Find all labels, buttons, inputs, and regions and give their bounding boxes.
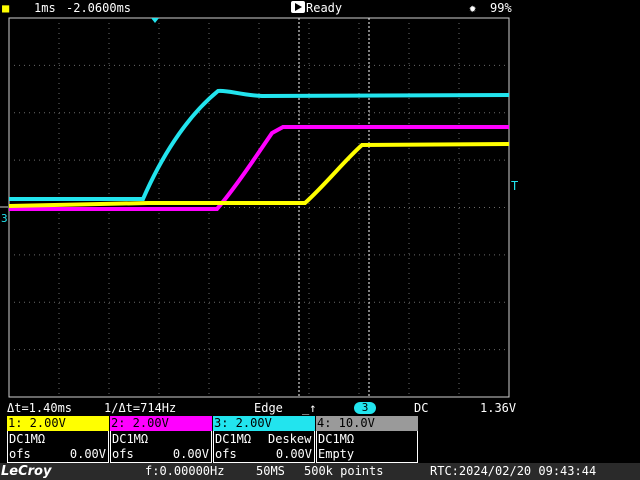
channel-2-settings: DC1MΩ ofs 0.00V	[110, 431, 212, 463]
real-time-clock: RTC:2024/02/20 09:43:44	[430, 464, 596, 479]
channel-3-ofs-label: ofs	[215, 447, 237, 461]
channel-4-ofs-value: Empty	[318, 447, 354, 461]
channel-3-box[interactable]: 3: 2.00V DC1MΩ Deskew ofs 0.00V	[213, 416, 315, 463]
trigger-level-readout: 1.36V	[480, 401, 516, 416]
brightness-icon: ✹	[469, 1, 476, 16]
delay-readout: -2.0600ms	[66, 1, 131, 16]
play-icon	[291, 1, 305, 13]
channel-indicator-icon: ■	[2, 1, 9, 16]
channel-2-coupling: DC1MΩ	[112, 432, 148, 446]
delta-t-readout: Δt=1.40ms	[7, 401, 72, 416]
trigger-level-marker: T	[511, 179, 518, 193]
channel-2-box[interactable]: 2: 2.00V DC1MΩ ofs 0.00V	[110, 416, 212, 463]
battery-level: 99%	[490, 1, 512, 16]
channel-4-coupling: DC1MΩ	[318, 432, 354, 446]
channel-4-box[interactable]: 4: 10.0V DC1MΩ Empty	[316, 416, 418, 463]
channel-1-coupling: DC1MΩ	[9, 432, 45, 446]
channel-1-ofs-value: 0.00V	[70, 447, 106, 461]
channel-3-deskew: Deskew	[268, 432, 311, 446]
channel-2-ofs-value: 0.00V	[173, 447, 209, 461]
ground-marker-channel-3: 3	[1, 212, 8, 225]
channel-1-settings: DC1MΩ ofs 0.00V	[7, 431, 109, 463]
timebase-readout: 1ms	[34, 1, 56, 16]
brand-logo: LeCroy	[1, 464, 51, 479]
record-length: 500k points	[304, 464, 383, 479]
channel-2-ofs-label: ofs	[112, 447, 134, 461]
frequency-readout: 1/Δt=714Hz	[104, 401, 176, 416]
footer-bar: LeCroy f:0.00000Hz 50MS 500k points RTC:…	[0, 463, 640, 480]
run-state[interactable]: Ready	[291, 1, 342, 16]
channel-3-coupling: DC1MΩ	[215, 432, 251, 446]
trigger-type[interactable]: Edge	[254, 401, 283, 416]
measurement-bar: Δt=1.40ms 1/Δt=714Hz Edge _↑ DC 1.36V	[0, 401, 640, 416]
channel-1-box[interactable]: 1: 2.00V DC1MΩ ofs 0.00V	[7, 416, 109, 463]
status-bar: ■ 1ms -2.0600ms Ready ✹ 99%	[0, 0, 640, 17]
trigger-coupling: DC	[414, 401, 428, 416]
channel-3-settings: DC1MΩ Deskew ofs 0.00V	[213, 431, 315, 463]
sample-rate: 50MS	[256, 464, 285, 479]
channel-3-ofs-value: 0.00V	[276, 447, 312, 461]
channel-2-header: 2: 2.00V	[110, 416, 212, 431]
channel-4-header: 4: 10.0V	[316, 416, 418, 431]
channel-1-header: 1: 2.00V	[7, 416, 109, 431]
channel-3-header: 3: 2.00V	[213, 416, 315, 431]
trigger-source-badge[interactable]: 3	[354, 402, 376, 414]
channel-1-ofs-label: ofs	[9, 447, 31, 461]
frequency-counter: f:0.00000Hz	[145, 464, 224, 479]
trigger-edge-icon: _↑	[302, 401, 316, 416]
channel-4-settings: DC1MΩ Empty	[316, 431, 418, 463]
